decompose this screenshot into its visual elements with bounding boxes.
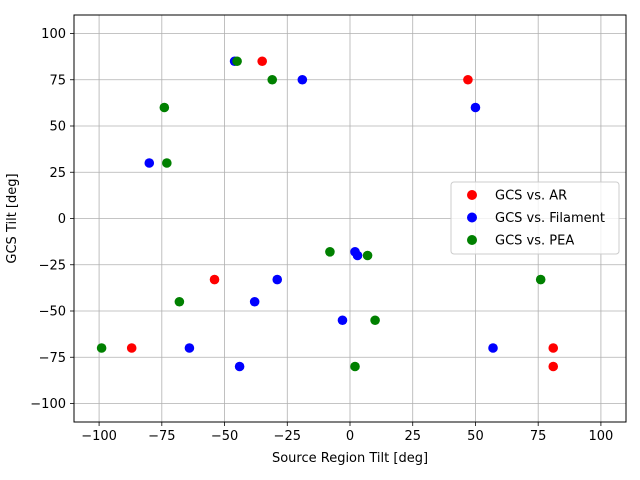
point-pea [350,361,360,372]
y-tick-label: −100 [30,397,66,412]
legend: GCS vs. AR GCS vs. Filament GCS vs. PEA [450,181,620,255]
point-ar [548,343,559,353]
y-tick-label: 100 [41,27,66,42]
y-tick-label: −50 [39,305,66,320]
x-tick-label: 100 [588,429,613,444]
data-points [96,56,559,372]
point-pea [174,296,185,307]
y-tick-label: −25 [39,258,66,273]
x-tick-label: −50 [211,429,238,444]
y-tick-label: 0 [58,212,66,227]
point-pea [96,343,107,353]
y-tick-label: 25 [49,166,66,181]
point-ar [463,74,473,85]
y-tick-label: −75 [39,351,66,366]
legend-entry-pea: GCS vs. PEA [495,234,574,249]
point-pea [159,102,170,113]
point-filament [470,102,481,113]
x-tick-label: −25 [274,429,301,444]
x-tick-label: 75 [530,429,547,444]
x-tick-label: 50 [467,429,484,444]
point-pea [267,74,278,85]
point-filament [234,361,245,372]
plot-area-frame [73,14,627,423]
point-pea [162,158,172,168]
x-tick-label: −100 [81,429,117,444]
point-filament [184,343,195,353]
point-filament [337,315,348,326]
point-pea [370,315,380,326]
legend-marker-filament [467,212,477,223]
point-filament [352,250,363,261]
point-ar [209,274,220,285]
point-filament [144,158,155,168]
point-filament [488,343,498,353]
x-tick-label: 25 [404,429,421,444]
y-axis-label: GCS Tilt [deg] [5,173,20,263]
y-tick-label: 50 [49,120,66,135]
legend-entry-ar: GCS vs. AR [495,189,567,204]
point-ar [126,343,137,353]
legend-marker-ar [467,190,477,200]
point-filament [272,274,283,285]
point-ar [548,361,559,372]
point-pea [535,274,546,285]
point-pea [325,247,335,257]
legend-marker-pea [467,235,477,245]
legend-box [450,181,620,255]
legend-entry-filament: GCS vs. Filament [495,211,605,226]
axis-ticks: −100 −75 −50 −25 0 25 50 75 100 −100 −75 −50 −25 0 25 5… [30,27,613,444]
point-filament [249,296,260,307]
point-pea [232,56,242,67]
point-pea [362,250,373,261]
y-tick-label: 75 [49,73,66,88]
x-axis-label: Source Region Tilt [deg] [272,451,428,466]
x-tick-label: −75 [148,429,175,444]
point-ar [257,56,267,67]
point-filament [297,74,308,85]
x-tick-label: 0 [346,429,354,444]
